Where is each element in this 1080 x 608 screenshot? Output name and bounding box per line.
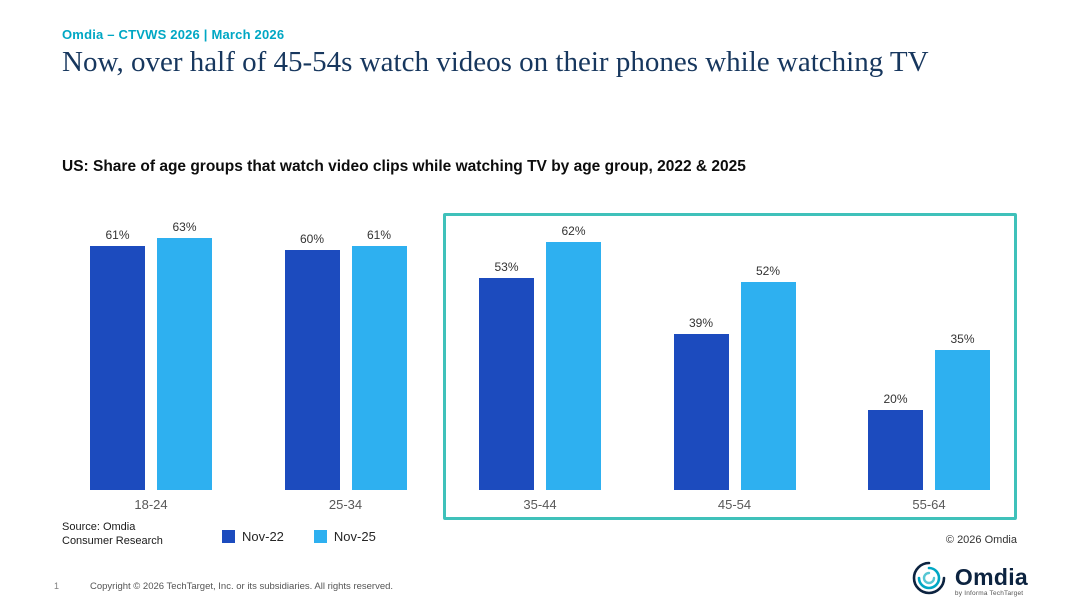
bar-value-label: 60%	[299, 232, 325, 246]
page-number: 1	[54, 581, 60, 591]
bar-column: 60%	[284, 232, 340, 490]
legend-item-nov-22: Nov-22	[222, 529, 284, 544]
bar-nov-25-25-34	[351, 246, 407, 490]
chart-title: US: Share of age groups that watch video…	[62, 158, 746, 175]
bar-column: 53%	[479, 260, 534, 490]
omdia-logo-subtext: by Informa TechTarget	[954, 589, 1024, 597]
bar-group-55-64: 20% 35% 55-64	[868, 210, 990, 512]
bar-value-label: 61%	[105, 228, 130, 242]
bar-nov-25-35-44	[546, 242, 601, 490]
legend-swatch	[313, 530, 327, 543]
omdia-logo-wordmark: Omdia	[954, 563, 1028, 590]
category-label: 35-44	[523, 497, 557, 512]
bar-column: 63%	[157, 220, 212, 490]
bar-nov-25-45-54	[740, 282, 796, 490]
legend-swatch	[222, 530, 235, 543]
category-label: 45-54	[717, 497, 752, 512]
source-line-2: Consumer Research	[62, 534, 163, 547]
bar-nov-22-35-44	[479, 278, 534, 490]
bar-column: 61%	[90, 228, 145, 490]
category-label: 25-34	[328, 497, 363, 512]
bar-nov-25-18-24	[157, 238, 212, 490]
chart-legend: Nov-22 Nov-25	[222, 529, 376, 544]
bar-group-35-44: 53% 62% 35-44	[479, 210, 601, 512]
chart-copyright: © 2026 Omdia	[945, 534, 1017, 546]
bar-group-25-34: 60% 61% 25-34	[284, 210, 407, 512]
bar-value-label: 35%	[950, 332, 975, 346]
bar-column: 62%	[546, 224, 601, 490]
bar-value-label: 52%	[755, 264, 781, 278]
bar-nov-25-55-64	[935, 350, 990, 490]
bar-column: 35%	[935, 332, 990, 490]
bar-value-label: 62%	[561, 224, 586, 238]
bar-value-label: 20%	[883, 392, 908, 406]
bar-nov-22-55-64	[868, 410, 923, 490]
bar-column: 20%	[868, 392, 923, 490]
bar-pair: 61% 63%	[90, 210, 212, 490]
bar-nov-22-18-24	[90, 246, 145, 490]
bar-column: 61%	[351, 228, 407, 490]
bar-pair: 20% 35%	[868, 210, 990, 490]
omdia-logo: Omdia by Informa TechTarget	[911, 560, 1028, 601]
bar-nov-22-25-34	[284, 250, 340, 490]
bar-value-label: 63%	[172, 220, 197, 234]
footer-copyright: Copyright © 2026 TechTarget, Inc. or its…	[90, 581, 394, 592]
bar-column: 52%	[740, 264, 796, 490]
category-label: 18-24	[134, 497, 168, 512]
page-title: Now, over half of 45-54s watch videos on…	[62, 46, 929, 78]
omdia-logo-icon	[911, 560, 947, 601]
source-note: Source: Omdia Consumer Research	[62, 521, 163, 548]
bar-value-label: 61%	[366, 228, 392, 242]
category-label: 55-64	[912, 497, 946, 512]
bar-pair: 60% 61%	[284, 210, 407, 490]
bar-group-18-24: 61% 63% 18-24	[90, 210, 212, 512]
bar-pair: 53% 62%	[479, 210, 601, 490]
source-line-1: Source: Omdia	[62, 521, 136, 533]
bar-nov-22-45-54	[673, 334, 729, 490]
bar-value-label: 53%	[494, 260, 519, 274]
bar-column: 39%	[673, 316, 729, 490]
legend-label: Nov-25	[333, 529, 376, 544]
bar-value-label: 39%	[688, 316, 714, 330]
chart-plot: 61% 63% 18-24 60% 61% 25-34 53% 62% 35-44 39% 52% 4…	[62, 210, 1017, 512]
bar-group-45-54: 39% 52% 45-54	[673, 210, 796, 512]
bar-pair: 39% 52%	[673, 210, 796, 490]
eyebrow-label: Omdia – CTVWS 2026 | March 2026	[62, 27, 285, 42]
legend-label: Nov-22	[242, 529, 284, 544]
legend-item-nov-25: Nov-25	[313, 529, 376, 544]
